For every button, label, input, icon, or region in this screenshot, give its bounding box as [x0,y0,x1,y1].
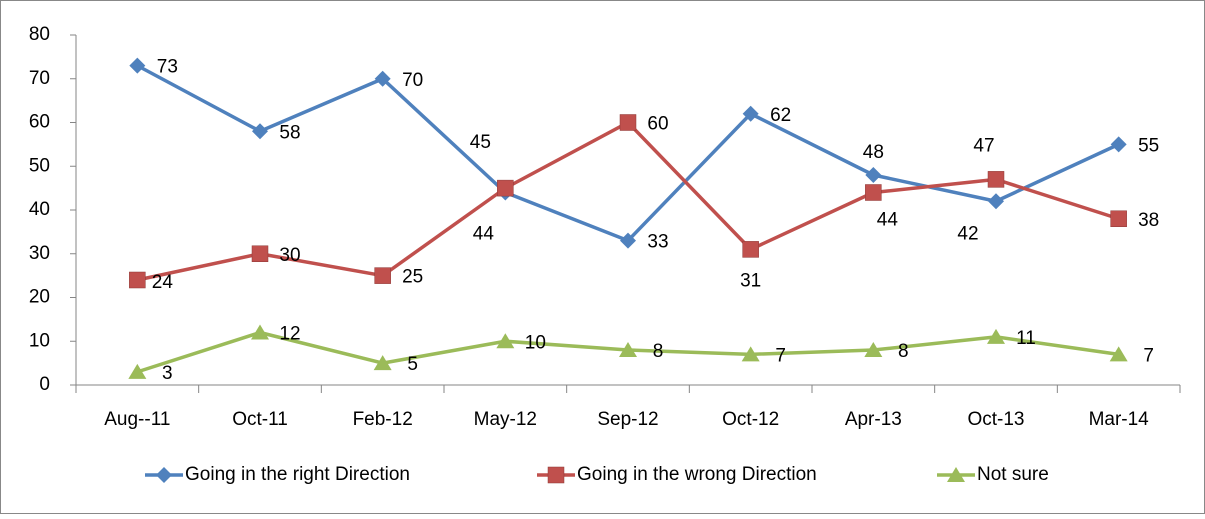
data-label: 7 [1143,345,1154,366]
data-label: 5 [407,354,418,375]
data-label: 55 [1138,135,1159,156]
data-label: 42 [957,223,978,244]
marker [251,324,269,340]
marker [741,346,760,362]
data-label: 60 [647,114,668,135]
marker [374,70,391,87]
data-label: 70 [402,70,423,91]
marker [619,114,637,131]
marker [987,171,1005,188]
y-tick-label: 50 [29,155,50,176]
legend-label: Going in the wrong Direction [577,464,817,485]
marker [742,241,759,258]
marker [252,123,268,140]
marker [988,193,1004,210]
data-label: 31 [740,270,761,291]
marker [547,466,565,484]
y-tick-label: 30 [29,243,50,264]
marker [947,467,965,482]
x-tick-label: Oct-11 [232,409,288,430]
marker [129,57,146,74]
marker [156,467,172,483]
data-label: 38 [1138,210,1159,231]
data-label: 8 [653,341,664,362]
marker [987,328,1005,344]
y-tick-label: 60 [29,112,50,133]
marker [497,179,514,197]
y-tick-label: 20 [29,287,50,308]
legend-label: Going in the right Direction [185,464,410,485]
y-tick-label: 0 [39,374,50,395]
x-tick-label: Apr-13 [845,409,902,430]
data-label: 48 [863,142,884,163]
data-label: 62 [770,105,791,126]
marker [251,245,269,262]
legend-label: Not sure [977,464,1049,485]
data-label: 7 [775,345,786,366]
y-tick-label: 80 [29,24,50,45]
data-label: 45 [470,132,491,153]
marker [742,105,759,122]
data-label: 33 [647,232,668,253]
marker [619,342,637,357]
marker [620,232,636,249]
data-label: 12 [279,324,300,345]
x-tick-label: Mar-14 [1089,409,1150,430]
data-label: 25 [402,267,423,288]
x-tick-label: Feb-12 [353,409,413,430]
data-label: 8 [898,341,909,362]
data-label: 44 [877,210,899,231]
y-tick-label: 10 [29,330,50,351]
marker [373,355,392,371]
marker [128,363,147,379]
marker [1109,346,1128,362]
x-tick-label: Oct-12 [722,409,779,430]
x-tick-label: May-12 [474,409,537,430]
x-tick-label: Aug--11 [104,409,170,430]
marker [1110,210,1127,227]
y-tick-label: 70 [29,68,50,89]
data-label: 58 [279,122,300,143]
marker [496,333,515,349]
data-label: 47 [973,135,994,156]
data-label: 10 [525,332,546,353]
marker [129,271,146,289]
y-tick-label: 40 [29,199,50,220]
data-label: 30 [279,245,300,266]
x-tick-label: Oct-13 [967,409,1024,430]
marker [865,167,882,183]
data-label: 3 [162,363,173,384]
data-label: 73 [157,57,178,78]
data-label: 11 [1016,328,1036,349]
marker [1110,136,1127,153]
marker [374,267,391,284]
marker [865,184,882,201]
data-label: 24 [152,272,174,293]
data-label: 44 [473,224,495,245]
marker [864,342,883,357]
x-tick-label: Sep-12 [597,409,658,430]
